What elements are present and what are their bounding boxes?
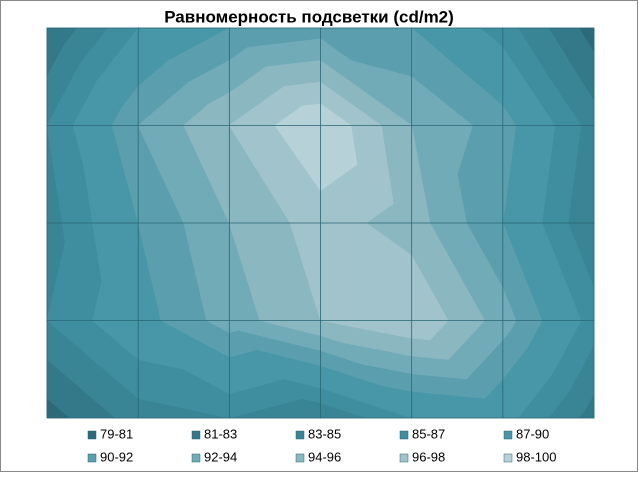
legend-label: 87-90	[516, 426, 549, 441]
chart-title: Равномерность подсветки (cd/m2)	[164, 7, 454, 26]
legend-label: 90-92	[100, 449, 133, 464]
legend-label: 83-85	[308, 426, 341, 441]
legend: 79-81 81-83 83-85 85-87 87-90 90-92 92-94 94-96…	[87, 426, 556, 464]
legend-swatch	[399, 430, 409, 440]
legend-swatch	[503, 430, 513, 440]
legend-label: 81-83	[204, 426, 237, 441]
legend-swatch	[191, 430, 201, 440]
legend-swatch	[191, 453, 201, 463]
legend-label: 94-96	[308, 449, 341, 464]
legend-label: 85-87	[412, 426, 445, 441]
plot-area	[46, 27, 595, 419]
legend-label: 92-94	[204, 449, 237, 464]
legend-swatch	[399, 453, 409, 463]
legend-label: 98-100	[516, 449, 556, 464]
legend-label: 79-81	[100, 426, 133, 441]
legend-swatch	[295, 430, 305, 440]
legend-swatch	[295, 453, 305, 463]
legend-label: 96-98	[412, 449, 445, 464]
legend-swatch	[87, 453, 97, 463]
legend-swatch	[87, 430, 97, 440]
legend-swatch	[503, 453, 513, 463]
